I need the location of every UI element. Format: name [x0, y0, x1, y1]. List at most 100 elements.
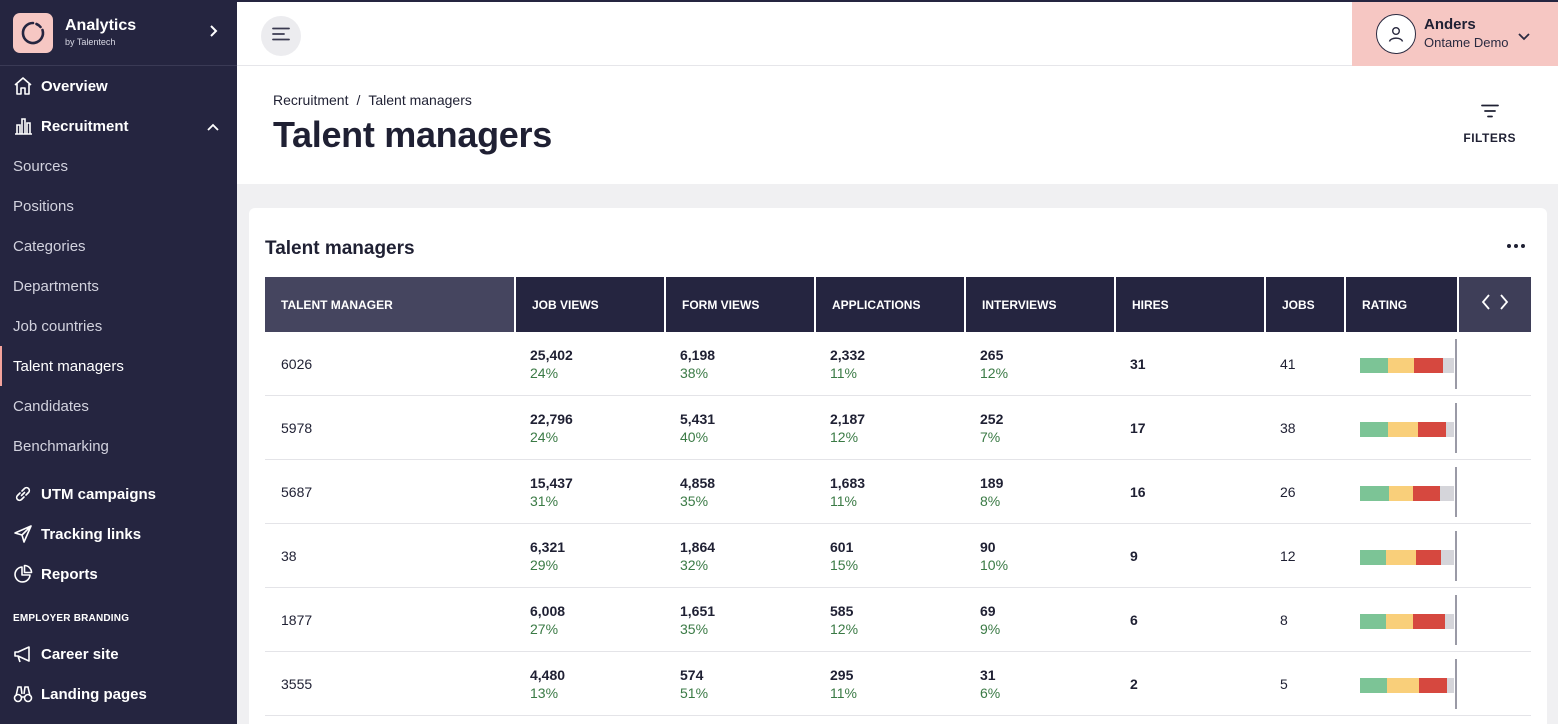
jobs-value: 12 [1280, 548, 1296, 564]
applications-value: 2,332 [830, 347, 866, 363]
column-divider [1455, 339, 1457, 389]
form-views-percent: 35% [680, 493, 709, 509]
breadcrumb-parent[interactable]: Recruitment [273, 92, 349, 108]
rating-medium-segment [1388, 358, 1415, 373]
job-views-value: 6,321 [530, 539, 566, 555]
hires-value: 31 [1130, 356, 1146, 372]
rating-none-segment [1442, 358, 1454, 373]
form-views-percent: 35% [680, 621, 709, 637]
chevron-right-icon[interactable] [1499, 294, 1509, 315]
cell-jobs: 38 [1264, 396, 1344, 460]
cell-talent-manager: 1877 [265, 588, 514, 652]
column-header-form-views[interactable]: FORM VIEWS [664, 277, 814, 332]
chevron-right-icon[interactable] [209, 24, 219, 43]
cell-interviews: 31 6% [964, 652, 1114, 716]
rating-medium-segment [1388, 422, 1419, 437]
interviews-value: 69 [980, 603, 996, 619]
sidebar-item-categories[interactable]: Categories [13, 237, 86, 255]
rating-good-segment [1360, 550, 1387, 565]
cell-form-views: 1,864 32% [664, 524, 814, 588]
rating-bar [1360, 486, 1454, 501]
rating-none-segment [1446, 678, 1454, 693]
column-header-applications[interactable]: APPLICATIONS [814, 277, 964, 332]
sidebar-item-landing-pages[interactable]: Landing pages [0, 674, 237, 714]
chevron-up-icon[interactable] [207, 118, 219, 135]
sidebar-item-tracking-links[interactable]: Tracking links [0, 514, 237, 554]
sidebar-item-job-countries[interactable]: Job countries [13, 317, 103, 335]
column-header-jobs[interactable]: JOBS [1264, 277, 1344, 332]
column-header-talent-manager[interactable]: TALENT MANAGER [265, 277, 514, 332]
cell-hires: 31 [1114, 332, 1264, 396]
rating-good-segment [1360, 358, 1389, 373]
applications-percent: 12% [830, 621, 859, 637]
sidebar-item-utm-campaigns[interactable]: UTM campaigns [0, 474, 237, 514]
filters-button[interactable]: FILTERS [1463, 104, 1516, 145]
job-views-value: 25,402 [530, 347, 573, 363]
hires-value: 16 [1130, 484, 1146, 500]
cell-form-views: 1,651 35% [664, 588, 814, 652]
rating-poor-segment [1414, 358, 1443, 373]
sidebar-item-talent-managers[interactable]: Talent managers [0, 346, 237, 386]
jobs-value: 5 [1280, 676, 1288, 692]
talent-manager-id: 38 [281, 548, 297, 564]
more-options-icon[interactable] [1507, 244, 1525, 248]
cell-job-views: 6,321 29% [514, 524, 664, 588]
table-row[interactable]: 5687 15,437 31% 4,858 35% 1,683 11% 189 … [265, 460, 1531, 524]
interviews-percent: 8% [980, 493, 1001, 509]
column-divider [1455, 467, 1457, 517]
rating-none-segment [1446, 422, 1454, 437]
filter-icon [1480, 104, 1499, 123]
menu-toggle-button[interactable] [261, 16, 301, 56]
sidebar-item-sources[interactable]: Sources [13, 157, 69, 175]
column-header-rating[interactable]: RATING [1344, 277, 1457, 332]
table-row[interactable]: 5978 22,796 24% 5,431 40% 2,187 12% 252 … [265, 396, 1531, 460]
form-views-value: 574 [680, 667, 704, 683]
sidebar-item-departments[interactable]: Departments [13, 277, 99, 295]
hamburger-icon [272, 27, 290, 46]
cell-talent-manager: 5687 [265, 460, 514, 524]
brand[interactable]: Analytics by Talentech [0, 0, 237, 66]
sidebar-item-positions[interactable]: Positions [13, 197, 74, 215]
pie-chart-icon [13, 564, 33, 584]
cell-job-views: 22,796 24% [514, 396, 664, 460]
sidebar-item-reports[interactable]: Reports [0, 554, 237, 594]
column-header-job-views[interactable]: JOB VIEWS [514, 277, 664, 332]
table-row[interactable]: 38 6,321 29% 1,864 32% 601 15% 90 10% 9 1… [265, 524, 1531, 588]
table-row[interactable]: 1877 6,008 27% 1,651 35% 585 12% 69 9% 6… [265, 588, 1531, 652]
user-menu[interactable]: Anders Ontame Demo [1352, 2, 1558, 66]
applications-value: 1,683 [830, 475, 866, 491]
cell-jobs: 5 [1264, 652, 1344, 716]
applications-value: 601 [830, 539, 854, 555]
job-views-percent: 24% [530, 429, 559, 445]
cell-hires: 6 [1114, 588, 1264, 652]
column-header-hires[interactable]: HIRES [1114, 277, 1264, 332]
chevron-down-icon[interactable] [1518, 28, 1530, 46]
chevron-left-icon[interactable] [1481, 294, 1491, 315]
table-row[interactable]: 6026 25,402 24% 6,198 38% 2,332 11% 265 … [265, 332, 1531, 396]
link-icon [13, 484, 33, 504]
sidebar-item-label: Recruitment [41, 117, 129, 135]
rating-bar [1360, 614, 1454, 629]
cell-talent-manager: 5978 [265, 396, 514, 460]
applications-percent: 12% [830, 429, 859, 445]
rating-good-segment [1360, 678, 1388, 693]
sidebar-item-benchmarking[interactable]: Benchmarking [13, 437, 109, 455]
form-views-value: 4,858 [680, 475, 716, 491]
sidebar-item-career-site[interactable]: Career site [0, 634, 237, 674]
brand-ring-icon [13, 12, 53, 53]
talent-manager-id: 3555 [281, 676, 313, 692]
column-divider [1455, 595, 1457, 645]
interviews-percent: 9% [980, 621, 1001, 637]
sidebar-item-recruitment[interactable]: Recruitment [0, 106, 237, 146]
sidebar-item-overview[interactable]: Overview [0, 66, 237, 106]
table-row[interactable]: 3555 4,480 13% 574 51% 295 11% 31 6% 2 5 [265, 652, 1531, 716]
cell-hires: 2 [1114, 652, 1264, 716]
form-views-value: 1,864 [680, 539, 716, 555]
rating-good-segment [1360, 614, 1387, 629]
home-icon [13, 76, 33, 96]
page-title: Talent managers [273, 114, 552, 155]
column-header-interviews[interactable]: INTERVIEWS [964, 277, 1114, 332]
column-divider [1455, 531, 1457, 581]
rating-good-segment [1360, 422, 1389, 437]
sidebar-item-candidates[interactable]: Candidates [13, 397, 89, 415]
